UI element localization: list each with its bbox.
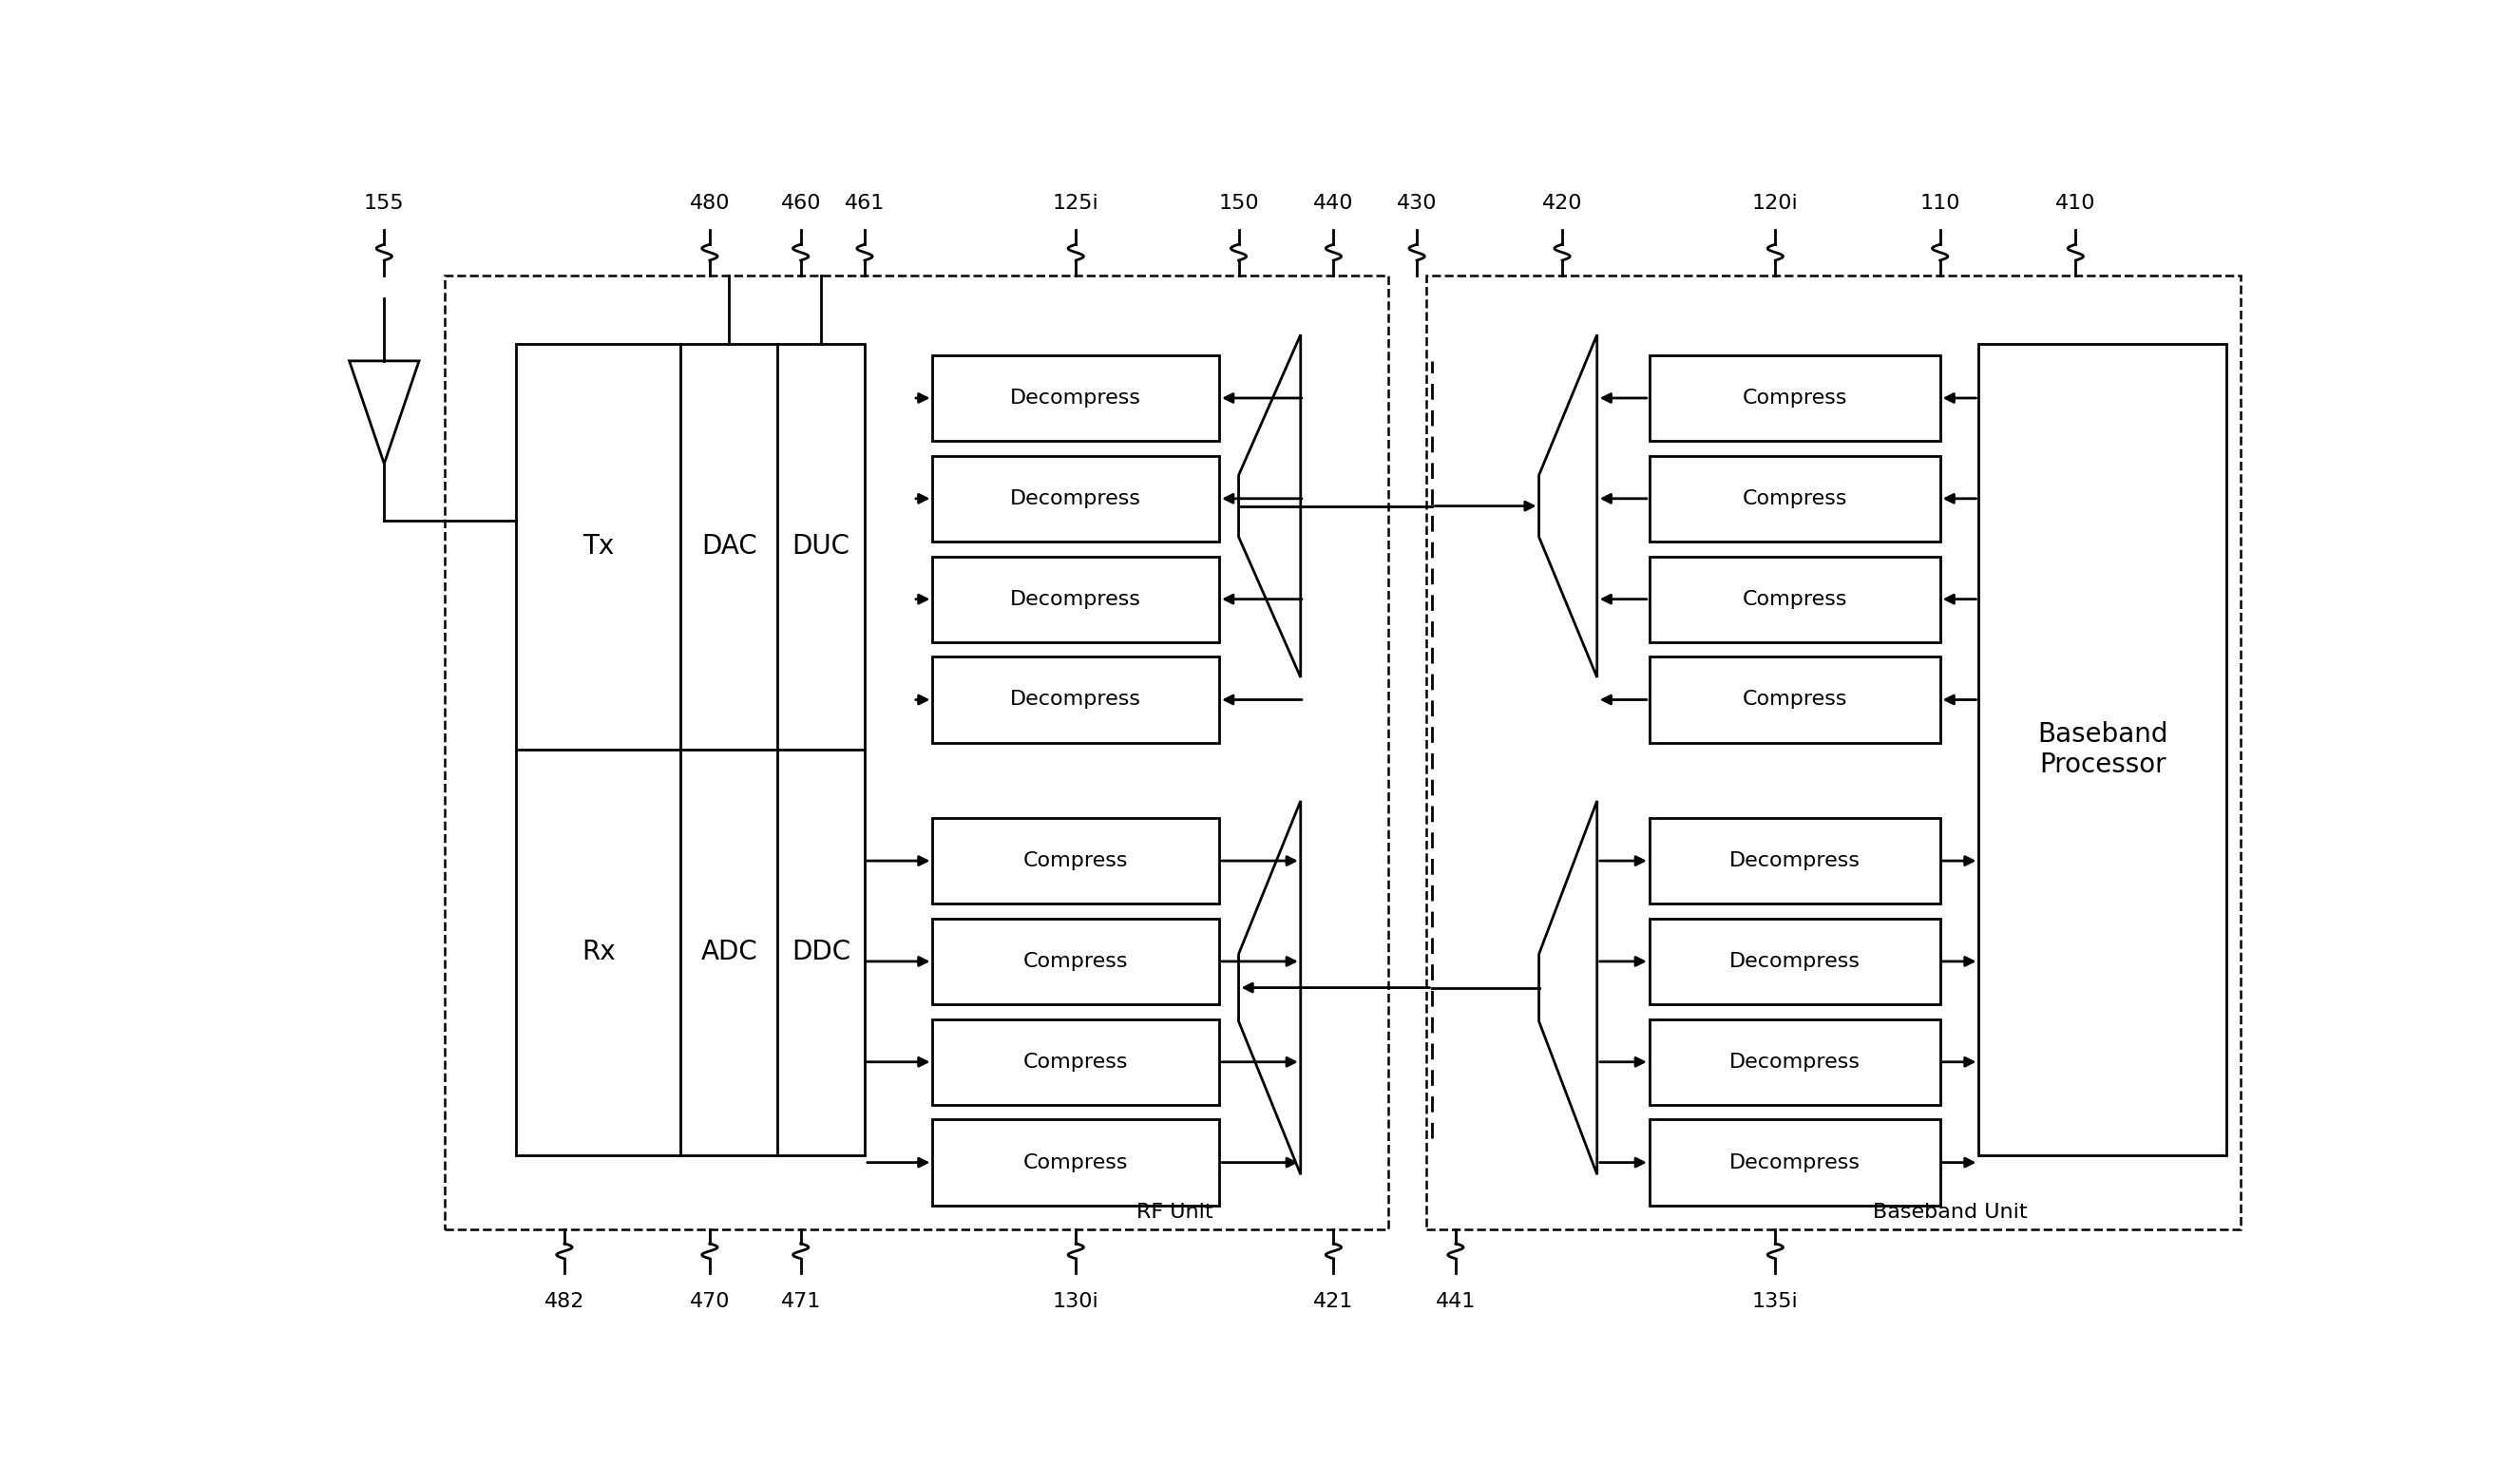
Text: DUC: DUC xyxy=(792,533,850,559)
Bar xyxy=(932,456,1220,542)
Text: RF Unit: RF Unit xyxy=(1138,1202,1212,1221)
Text: Decompress: Decompress xyxy=(1730,852,1860,870)
Polygon shape xyxy=(1540,334,1598,677)
Text: 440: 440 xyxy=(1312,193,1355,212)
Text: 480: 480 xyxy=(690,193,730,212)
Text: ADC: ADC xyxy=(700,939,758,966)
Text: Compress: Compress xyxy=(1022,951,1128,971)
Bar xyxy=(1650,556,1940,643)
Text: Decompress: Decompress xyxy=(1010,690,1142,709)
Text: Compress: Compress xyxy=(1022,1153,1128,1172)
Text: DAC: DAC xyxy=(700,533,758,559)
Text: 410: 410 xyxy=(2055,193,2095,212)
Text: Decompress: Decompress xyxy=(1010,589,1142,608)
Text: 125i: 125i xyxy=(1052,193,1100,212)
Text: Baseband
Processor: Baseband Processor xyxy=(2037,721,2168,778)
Text: Compress: Compress xyxy=(1022,852,1128,870)
Bar xyxy=(932,657,1220,742)
Text: 482: 482 xyxy=(545,1293,585,1312)
Bar xyxy=(1650,1119,1940,1205)
Polygon shape xyxy=(350,361,420,463)
Bar xyxy=(1650,657,1940,742)
Bar xyxy=(932,1020,1220,1104)
Text: Compress: Compress xyxy=(1742,690,1848,709)
Polygon shape xyxy=(1238,801,1300,1174)
Text: Compress: Compress xyxy=(1742,589,1848,608)
Text: 130i: 130i xyxy=(1052,1293,1100,1312)
Bar xyxy=(1978,344,2228,1155)
Text: Compress: Compress xyxy=(1022,1052,1128,1071)
Text: 120i: 120i xyxy=(1752,193,1797,212)
Bar xyxy=(445,275,1388,1229)
Bar xyxy=(1428,275,2240,1229)
Text: Decompress: Decompress xyxy=(1010,490,1142,508)
Text: Rx: Rx xyxy=(582,939,615,966)
Bar xyxy=(932,556,1220,643)
Bar xyxy=(1650,919,1940,1005)
Text: Compress: Compress xyxy=(1742,490,1848,508)
Text: 441: 441 xyxy=(1435,1293,1475,1312)
Bar xyxy=(1650,355,1940,441)
Text: Compress: Compress xyxy=(1742,389,1848,408)
Text: 110: 110 xyxy=(1920,193,1960,212)
Bar xyxy=(1650,1020,1940,1104)
Polygon shape xyxy=(1540,801,1598,1174)
Bar xyxy=(932,818,1220,904)
Text: 430: 430 xyxy=(1398,193,1437,212)
Text: 420: 420 xyxy=(1542,193,1582,212)
Text: Baseband Unit: Baseband Unit xyxy=(1872,1202,2028,1221)
Polygon shape xyxy=(1238,334,1300,677)
Text: Decompress: Decompress xyxy=(1730,1153,1860,1172)
Text: 150: 150 xyxy=(1218,193,1260,212)
Text: DDC: DDC xyxy=(792,939,850,966)
Bar xyxy=(932,1119,1220,1205)
Text: Decompress: Decompress xyxy=(1730,1052,1860,1071)
Bar xyxy=(932,355,1220,441)
Bar xyxy=(1650,818,1940,904)
Bar xyxy=(515,344,865,1155)
Text: 471: 471 xyxy=(780,1293,820,1312)
Text: 421: 421 xyxy=(1312,1293,1352,1312)
Text: Decompress: Decompress xyxy=(1010,389,1142,408)
Text: Decompress: Decompress xyxy=(1730,951,1860,971)
Text: 460: 460 xyxy=(780,193,820,212)
Text: Tx: Tx xyxy=(582,533,615,559)
Text: 470: 470 xyxy=(690,1293,730,1312)
Bar xyxy=(1650,456,1940,542)
Text: 461: 461 xyxy=(845,193,885,212)
Text: 155: 155 xyxy=(365,193,405,212)
Bar xyxy=(932,919,1220,1005)
Text: 135i: 135i xyxy=(1752,1293,1797,1312)
